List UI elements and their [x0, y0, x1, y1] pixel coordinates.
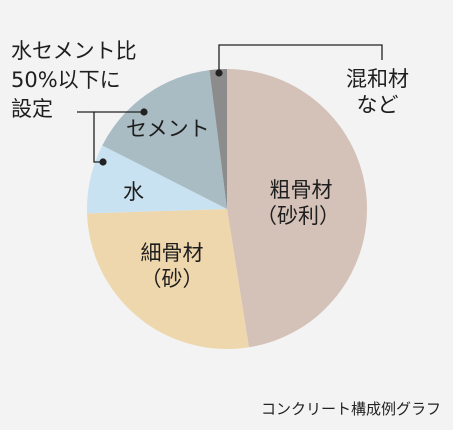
- admixture-slice: [209, 68, 227, 209]
- water-slice: [87, 145, 227, 214]
- fine-aggregate-label: 細骨材 （砂）: [136, 240, 208, 292]
- wc-ratio-line1: 水セメント比: [11, 39, 137, 63]
- fine-aggregate-note: （砂）: [140, 267, 204, 291]
- cement-slice: [102, 70, 227, 209]
- water-label: 水: [123, 180, 144, 204]
- coarse-aggregate-slice: [227, 69, 368, 348]
- leader-dots: [99, 69, 223, 166]
- coarse-aggregate-note: （砂利）: [256, 204, 340, 228]
- cement-label: セメント: [126, 117, 210, 141]
- wc-ratio-annotation: 水セメント比 50%以下に 設定: [11, 37, 137, 124]
- admixture-note: など: [356, 93, 399, 117]
- coarse-aggregate-label: 粗骨材 （砂利）: [256, 177, 346, 229]
- wc-ratio-line3: 設定: [11, 97, 53, 121]
- fine-aggregate-name: 細骨材: [140, 241, 204, 265]
- chart-caption: コンクリート構成例グラフ: [260, 400, 441, 418]
- admixture-name: 混和材: [346, 67, 409, 91]
- water-dot: [99, 158, 107, 166]
- cement-dot: [140, 108, 148, 116]
- annotation-leader-lines: [77, 44, 383, 163]
- wc-ratio-leader-line: [77, 111, 102, 163]
- admixture-label: 混和材 など: [346, 66, 409, 118]
- fine-aggregate-slice: [87, 209, 249, 350]
- admixture-leader-line: [218, 44, 383, 73]
- coarse-aggregate-name: 粗骨材: [269, 178, 333, 202]
- pie-slices: [87, 68, 368, 350]
- admixture-dot: [215, 69, 223, 77]
- wc-ratio-line2: 50%以下に: [11, 68, 121, 92]
